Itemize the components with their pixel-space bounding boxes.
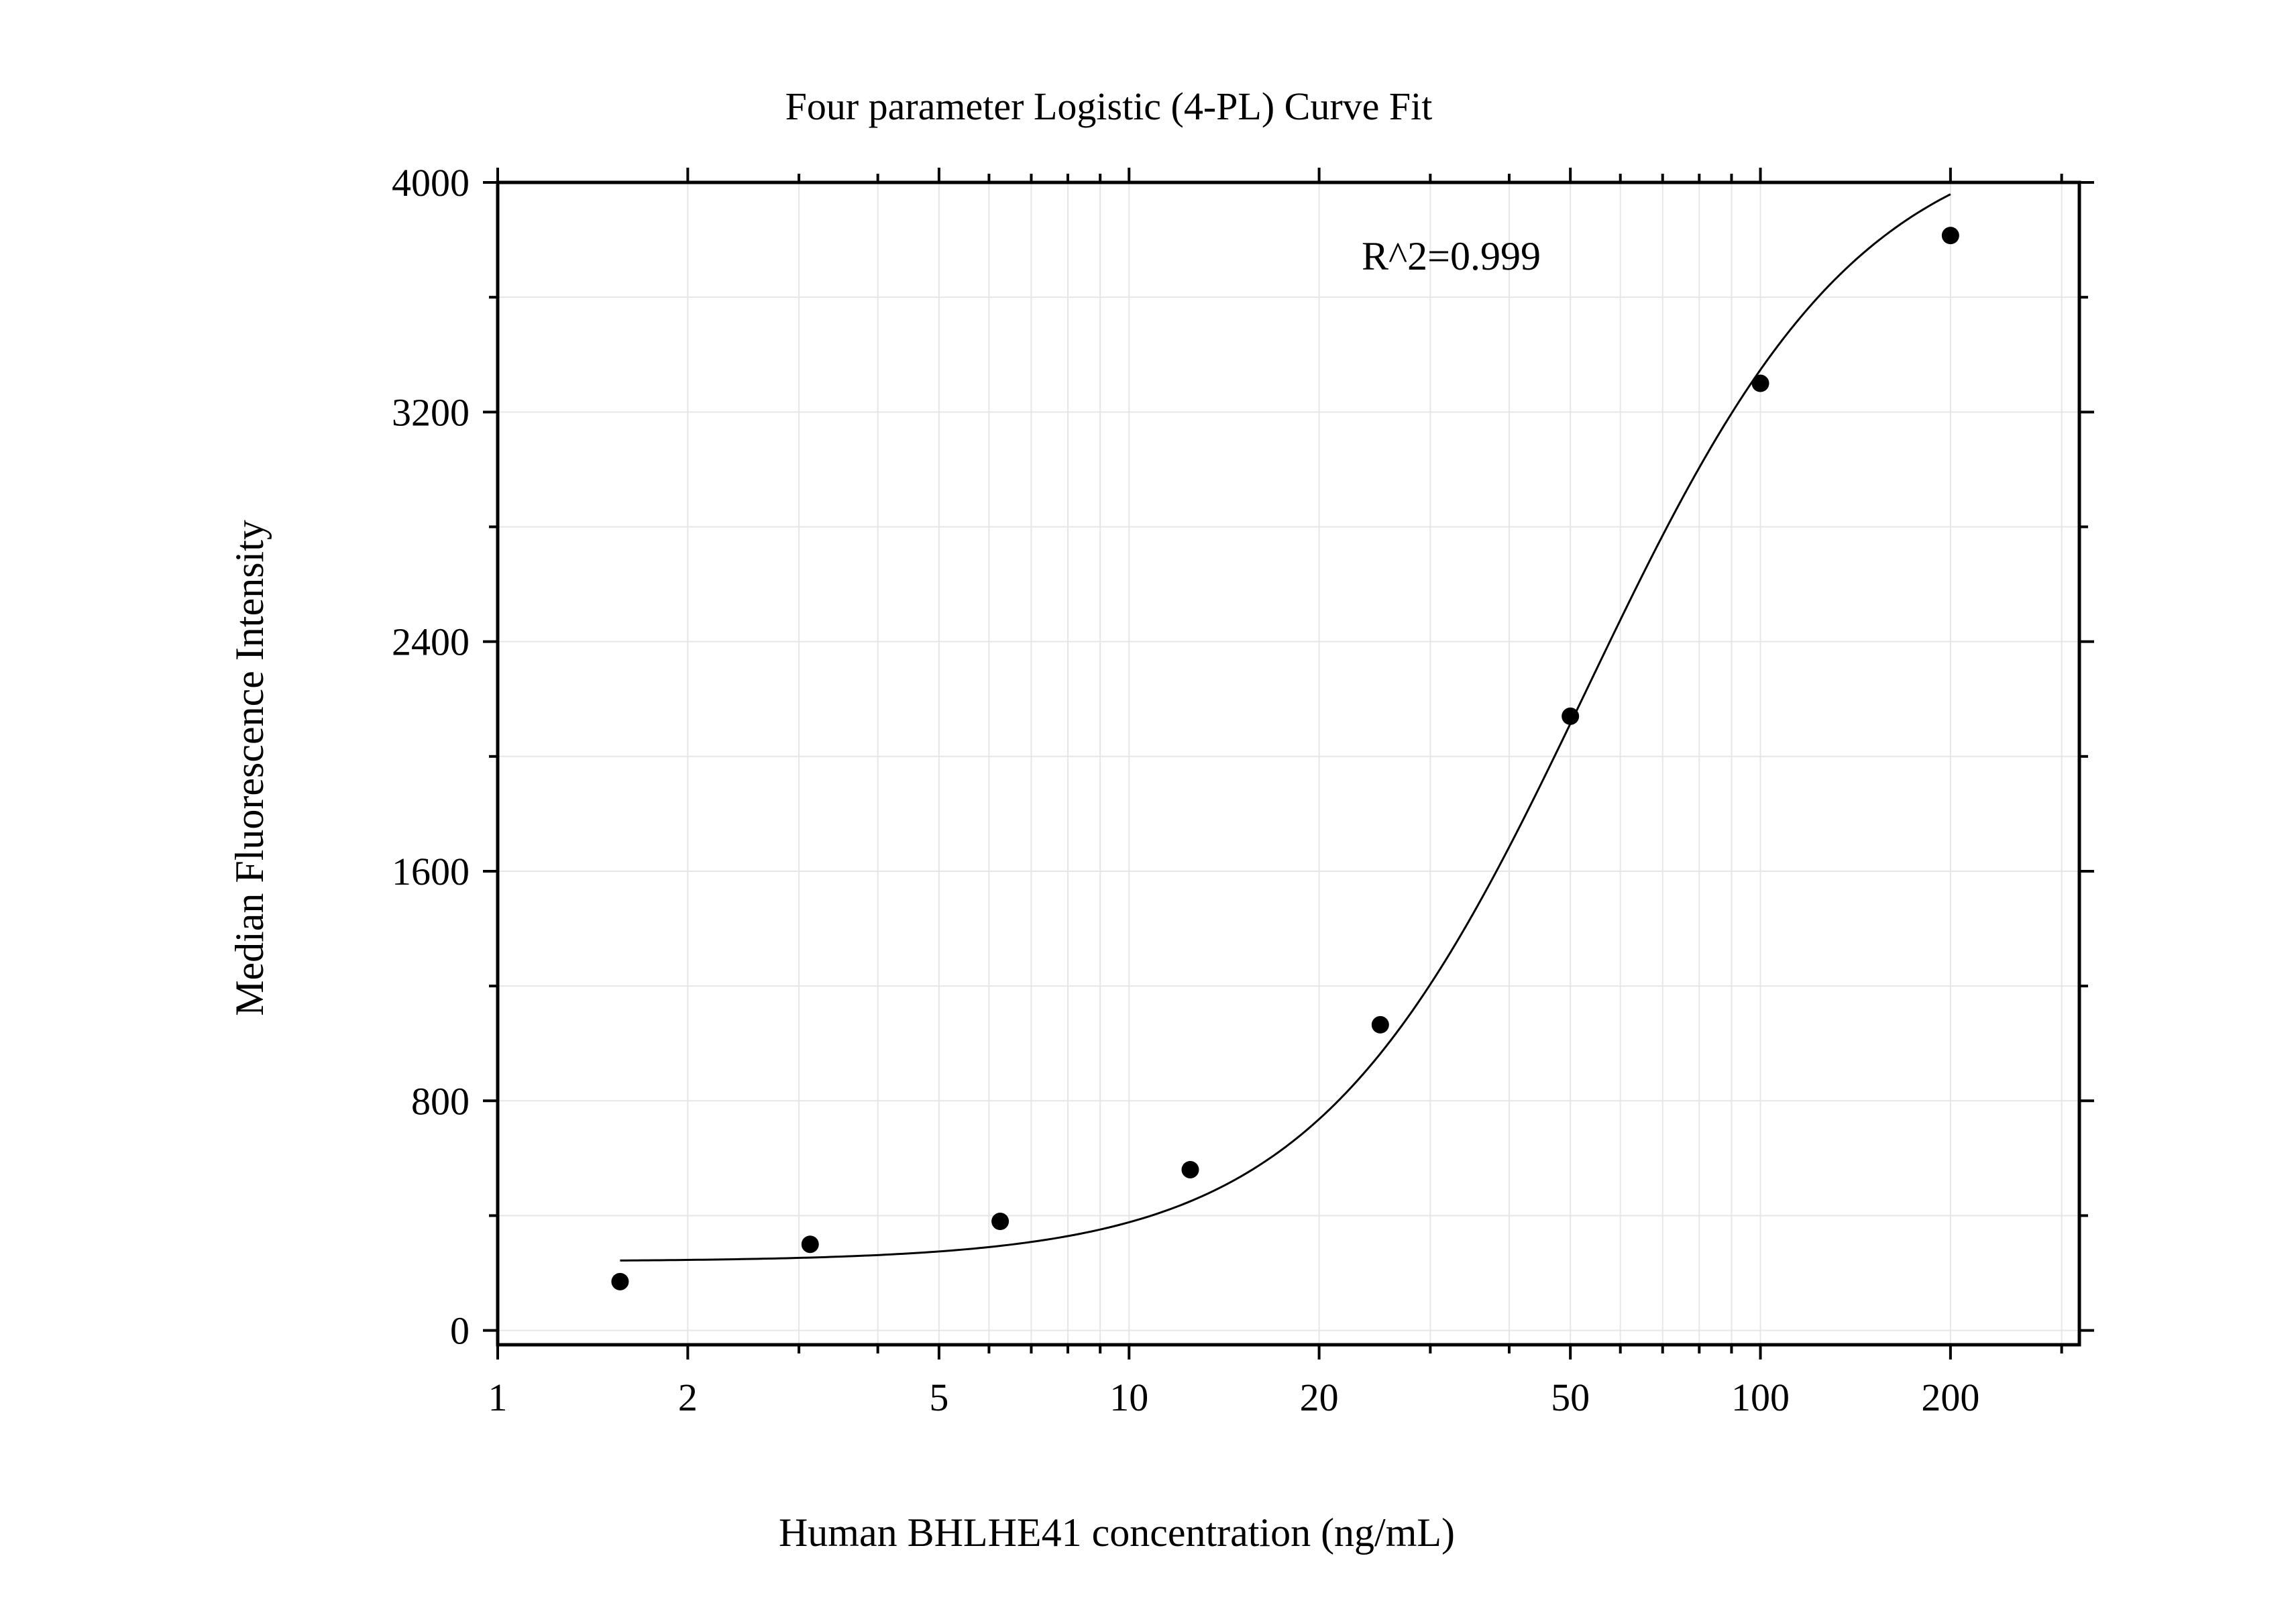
x-tick-label: 10 (1109, 1376, 1148, 1419)
data-point (1941, 227, 1959, 245)
ticks: 1 2 5 10 20 50 100 200 0 800 1600 2400 3200 4000 (392, 161, 2094, 1419)
chart-title: Four parameter Logistic (4-PL) Curve Fit (785, 85, 1433, 128)
y-tick-label: 4000 (392, 161, 470, 205)
x-tick-label: 5 (929, 1376, 948, 1419)
data-point (1751, 374, 1769, 392)
x-tick-label: 1 (488, 1376, 508, 1419)
y-tick-label: 3200 (392, 390, 470, 434)
fit-curve-layer (620, 193, 1951, 1262)
x-tick-label: 20 (1300, 1376, 1339, 1419)
data-point (801, 1235, 819, 1254)
x-axis-label: Human BHLHE41 concentration (ng/mL) (779, 1510, 1455, 1555)
data-point (1181, 1160, 1199, 1178)
data-point (991, 1213, 1009, 1231)
x-tick-label: 50 (1551, 1376, 1590, 1419)
y-tick-label: 1600 (392, 850, 470, 893)
x-tick-label: 200 (1921, 1376, 1979, 1419)
plot-frame (496, 180, 2081, 1347)
data-point (611, 1272, 629, 1290)
data-points (611, 227, 1959, 1290)
y-tick-label: 0 (450, 1309, 470, 1353)
fit-curve (620, 193, 1951, 1262)
axes (496, 180, 2081, 1347)
data-point (1371, 1015, 1389, 1034)
r-squared-annotation: R^2=0.999 (1362, 234, 1541, 278)
y-tick-label: 2400 (392, 620, 470, 664)
data-point (1562, 707, 1580, 725)
x-tick-label: 100 (1731, 1376, 1790, 1419)
grid-lines (497, 182, 2079, 1345)
y-tick-label: 800 (411, 1079, 470, 1123)
y-axis-label: Median Fluorescence Intensity (227, 520, 272, 1016)
x-tick-label: 2 (678, 1376, 698, 1419)
